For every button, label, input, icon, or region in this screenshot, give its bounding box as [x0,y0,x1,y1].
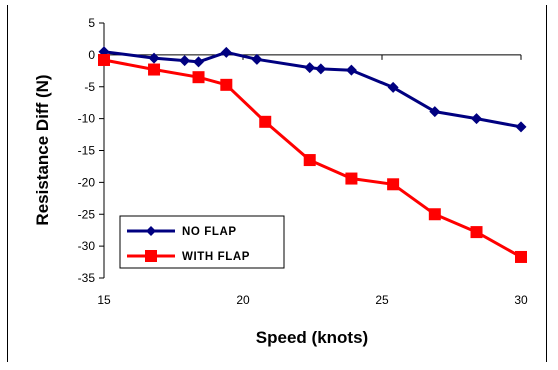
y-tick-label: -10 [78,112,96,126]
data-point-no-flap [429,106,441,118]
y-tick-label: 0 [88,48,95,62]
series-line-no-flap [103,50,522,129]
y-tick-label: -25 [78,207,96,221]
data-point-no-flap [220,46,232,58]
x-tick-label: 30 [514,293,528,307]
data-point-no-flap [515,121,527,133]
data-point-with-flap [387,178,400,191]
chart-frame [7,5,547,362]
data-point-no-flap [251,53,263,65]
data-point-with-flap [148,63,161,76]
y-axis-title: Resistance Diff (N) [33,74,52,225]
y-tick-label: -30 [78,239,96,253]
x-axis-ticks: 15 20 25 30 [97,54,528,307]
x-tick-label: 20 [236,293,250,307]
legend-label-with-flap: WITH FLAP [182,251,250,263]
y-tick-label: -15 [78,144,96,158]
data-point-no-flap [304,62,316,74]
series-layer [98,46,527,263]
legend-marker-with-flap [145,250,157,262]
data-point-with-flap [470,226,483,239]
x-axis-title: Speed (knots) [256,328,368,347]
data-point-with-flap [98,53,110,66]
data-point-with-flap [303,154,316,167]
data-point-with-flap [345,172,358,185]
data-point-no-flap [148,52,160,64]
data-point-with-flap [259,115,272,128]
legend: NO FLAP WITH FLAP [119,215,285,269]
data-point-no-flap [471,113,483,125]
y-tick-label: -5 [84,80,95,94]
legend-marker-no-flap [146,226,156,236]
x-tick-label: 15 [97,293,111,307]
y-tick-label: 5 [88,16,95,30]
data-point-no-flap [345,64,357,76]
legend-label-no-flap: NO FLAP [182,226,237,238]
data-point-with-flap [220,78,233,91]
y-tick-label: -20 [78,175,96,189]
y-axis-ticks: 5 0 -5 -10 -15 -20 -25 -30 -35 [78,16,104,285]
y-tick-label: -35 [78,271,96,285]
data-point-with-flap [515,250,527,263]
data-point-no-flap [193,56,205,68]
data-point-with-flap [192,71,205,84]
x-tick-label: 25 [375,293,389,307]
data-point-with-flap [428,208,441,221]
data-point-no-flap [387,81,399,93]
data-point-no-flap [315,63,327,75]
data-point-no-flap [179,55,191,67]
